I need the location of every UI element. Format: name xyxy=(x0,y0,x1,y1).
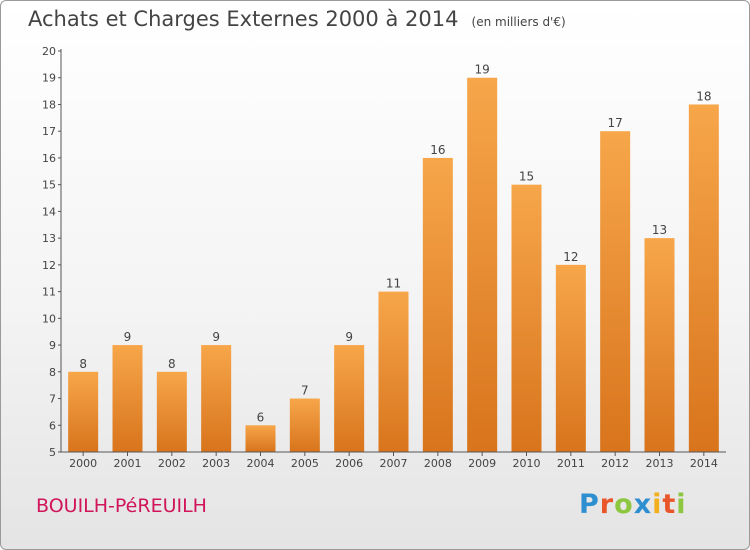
x-tick-label-2006: 2006 xyxy=(335,457,363,470)
bar-2009 xyxy=(467,77,498,452)
y-tick-label-8: 8 xyxy=(49,366,56,379)
data-label-2012: 17 xyxy=(608,116,623,130)
chart-subtitle: (en milliers d'€) xyxy=(471,15,566,29)
bar-2001 xyxy=(112,345,143,452)
data-label-2003: 9 xyxy=(212,330,220,344)
logo-letter: P xyxy=(579,489,600,520)
bar-2013 xyxy=(644,238,675,452)
logo-letter: o xyxy=(614,489,634,520)
x-tick-label-2011: 2011 xyxy=(557,457,585,470)
data-label-2008: 16 xyxy=(430,143,445,157)
bar-2011 xyxy=(555,264,586,452)
y-tick-label-7: 7 xyxy=(49,393,56,406)
bar-2010 xyxy=(511,184,542,452)
logo-letter: i xyxy=(676,489,687,520)
bar-2004 xyxy=(245,425,276,452)
x-tick-label-2005: 2005 xyxy=(291,457,319,470)
x-tick-label-2008: 2008 xyxy=(424,457,452,470)
x-tick-label-2012: 2012 xyxy=(601,457,629,470)
x-tick-label-2010: 2010 xyxy=(513,457,541,470)
bar-2012 xyxy=(600,131,631,452)
proxiti-logo: Proxiti xyxy=(579,489,687,520)
y-tick-label-6: 6 xyxy=(49,419,56,432)
x-tick-label-2009: 2009 xyxy=(468,457,496,470)
data-label-2001: 9 xyxy=(124,330,132,344)
x-tick-label-2000: 2000 xyxy=(69,457,97,470)
data-label-2002: 8 xyxy=(168,357,176,371)
data-label-2007: 11 xyxy=(386,277,401,291)
y-tick-label-17: 17 xyxy=(42,125,56,138)
y-tick-label-5: 5 xyxy=(49,446,56,459)
data-label-2010: 15 xyxy=(519,170,534,184)
y-tick-label-12: 12 xyxy=(42,259,56,272)
data-label-2006: 9 xyxy=(345,330,353,344)
chart-title-main: Achats et Charges Externes 2000 à 2014 xyxy=(28,7,459,31)
y-tick-label-18: 18 xyxy=(42,98,56,111)
y-tick-label-15: 15 xyxy=(42,179,56,192)
logo-letter: r xyxy=(599,489,615,520)
data-label-2005: 7 xyxy=(301,384,309,398)
data-label-2011: 12 xyxy=(563,250,578,264)
data-label-2013: 13 xyxy=(652,223,667,237)
logo-letter: x xyxy=(633,489,653,520)
commune-name: BOUILH-PéREUILH xyxy=(36,495,207,517)
x-tick-label-2002: 2002 xyxy=(158,457,186,470)
y-tick-label-11: 11 xyxy=(42,286,56,299)
y-tick-label-14: 14 xyxy=(42,205,56,218)
x-tick-label-2003: 2003 xyxy=(202,457,230,470)
y-tick-label-9: 9 xyxy=(49,339,56,352)
x-tick-label-2007: 2007 xyxy=(380,457,408,470)
bar-2007 xyxy=(378,291,409,452)
chart-title: Achats et Charges Externes 2000 à 2014 (… xyxy=(28,7,566,31)
bar-2003 xyxy=(201,345,232,452)
logo-letter: t xyxy=(662,489,677,520)
data-label-2014: 18 xyxy=(696,89,711,103)
bar-2005 xyxy=(289,398,320,452)
y-tick-label-20: 20 xyxy=(42,45,56,58)
bar-2000 xyxy=(68,371,99,452)
bar-2014 xyxy=(688,104,719,452)
data-label-2000: 8 xyxy=(79,357,87,371)
x-tick-label-2013: 2013 xyxy=(646,457,674,470)
x-tick-label-2004: 2004 xyxy=(247,457,275,470)
bar-2002 xyxy=(156,371,187,452)
y-tick-label-16: 16 xyxy=(42,152,56,165)
data-label-2009: 19 xyxy=(475,63,490,77)
y-tick-label-13: 13 xyxy=(42,232,56,245)
x-tick-label-2014: 2014 xyxy=(690,457,718,470)
data-label-2004: 6 xyxy=(257,410,265,424)
logo-letter: i xyxy=(652,489,663,520)
y-tick-label-19: 19 xyxy=(42,72,56,85)
x-tick-label-2001: 2001 xyxy=(114,457,142,470)
bar-2006 xyxy=(334,345,365,452)
y-tick-label-10: 10 xyxy=(42,312,56,325)
bar-2008 xyxy=(422,157,453,452)
